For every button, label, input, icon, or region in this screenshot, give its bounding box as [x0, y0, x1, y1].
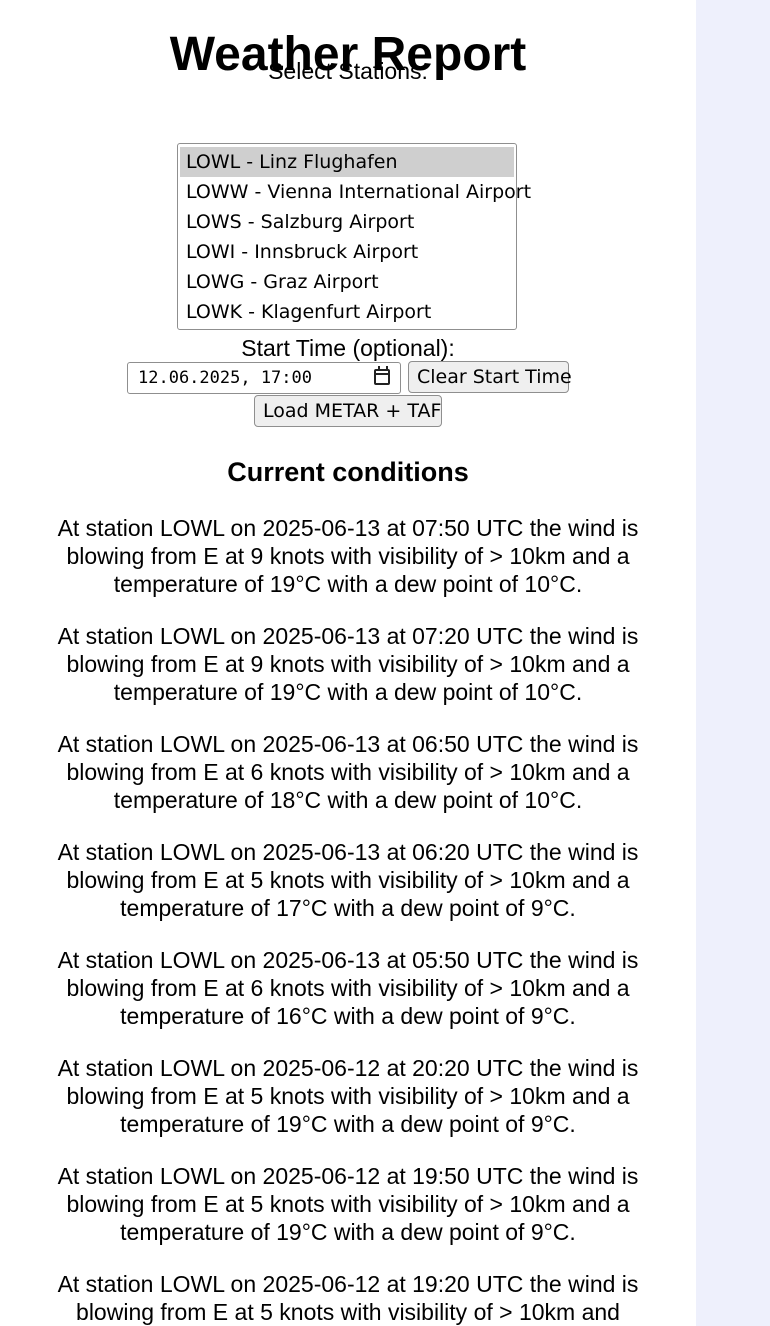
station-option[interactable]: LOWK - Klagenfurt Airport [186, 301, 432, 323]
station-option[interactable]: LOWG - Graz Airport [186, 271, 379, 293]
report-text: At station LOWL on 2025-06-12 at 19:20 U… [57, 1271, 639, 1325]
station-option[interactable]: LOWL - Linz Flughafen [180, 147, 514, 177]
stations-listbox[interactable]: LOWL - Linz Flughafen LOWW - Vienna Inte… [177, 143, 532, 330]
current-conditions-heading: Current conditions [227, 457, 469, 487]
report-text: At station LOWL on 2025-06-12 at 19:50 U… [57, 1163, 639, 1245]
start-time-label: Start Time (optional): [241, 335, 455, 361]
load-metar-taf-button[interactable]: Load METAR + TAF [254, 395, 442, 427]
start-time-input[interactable]: 12.06.2025, 17:00 [127, 362, 401, 394]
report-text: At station LOWL on 2025-06-12 at 20:20 U… [57, 1055, 639, 1137]
reports-list: At station LOWL on 2025-06-13 at 07:50 U… [48, 514, 648, 1326]
station-option[interactable]: LOWS - Salzburg Airport [186, 211, 415, 233]
calendar-icon[interactable] [374, 366, 390, 385]
report-text: At station LOWL on 2025-06-13 at 07:20 U… [57, 623, 639, 705]
station-option[interactable]: LOWW - Vienna International Airport [186, 181, 532, 203]
page-title: Weather Report [169, 28, 527, 81]
report-text: At station LOWL on 2025-06-13 at 06:50 U… [57, 731, 639, 813]
page: Weather Report Select Stations: LOWL - L… [0, 0, 696, 1326]
clear-start-time-button[interactable]: Clear Start Time [408, 361, 572, 393]
report-text: At station LOWL on 2025-06-13 at 07:50 U… [57, 515, 639, 597]
start-time-value: 12.06.2025, 17:00 [138, 368, 312, 388]
stations-label: Select Stations: [268, 58, 428, 84]
report-text: At station LOWL on 2025-06-13 at 05:50 U… [57, 947, 639, 1029]
report-text: At station LOWL on 2025-06-13 at 06:20 U… [57, 839, 639, 921]
station-option[interactable]: LOWI - Innsbruck Airport [186, 241, 419, 263]
